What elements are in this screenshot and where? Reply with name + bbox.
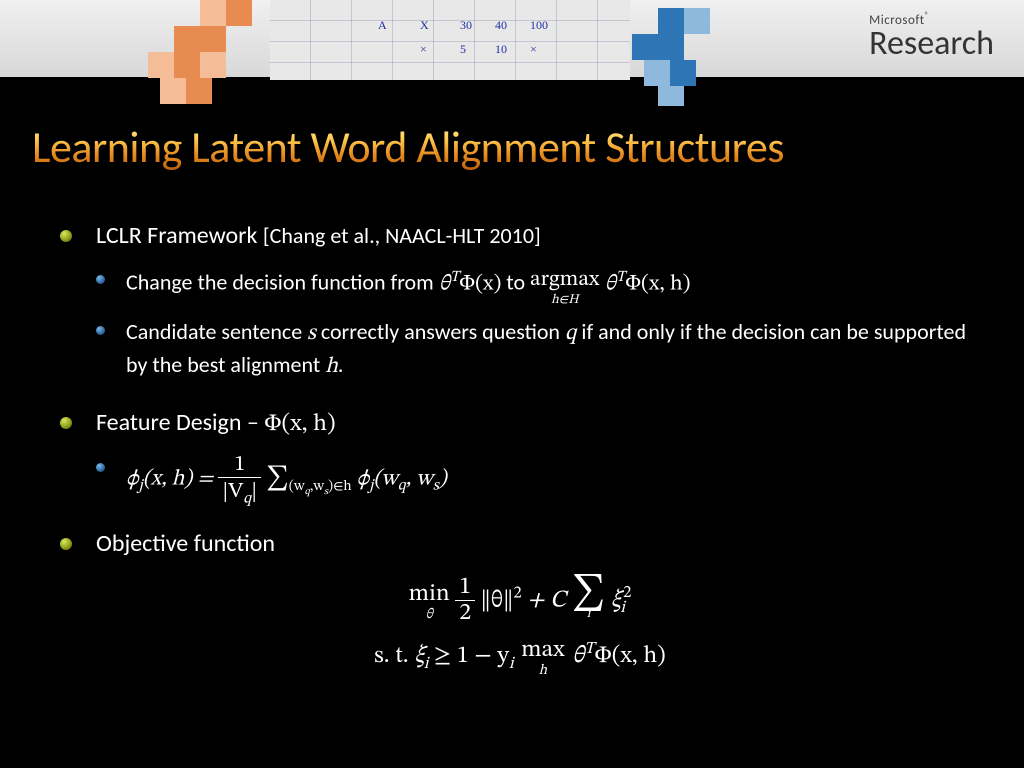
t: + C <box>527 588 572 612</box>
t: θ <box>409 608 450 622</box>
t: ) <box>439 468 447 490</box>
t: θ <box>599 274 615 296</box>
lclr-heading: LCLR Framework [Chang et al., NAACL-HLT … <box>60 220 980 252</box>
lclr-citation: [Chang et al., NAACL-HLT 2010] <box>263 222 541 249</box>
t: Candidate sentence <box>126 318 307 345</box>
slide-title: Learning Latent Word Alignment Structure… <box>32 120 784 174</box>
feature-eq: ϕj(x, h) = 1 |Vq| ∑(wq,ws)∈h ϕj(wq, ws) <box>96 454 980 504</box>
wb-cell: 10 <box>495 42 507 57</box>
t: | <box>251 481 257 503</box>
t: correctly answers question <box>316 318 565 345</box>
orange-blocks <box>140 0 280 110</box>
objective-line2: s. t. ξi ≥ 1 − yi maxh θTΦ(x, h) <box>60 634 980 679</box>
t: ∑ <box>572 579 606 608</box>
lclr-heading-text: LCLR Framework <box>96 221 257 250</box>
t: to <box>501 269 530 296</box>
t: . <box>338 351 344 378</box>
t: (w <box>289 480 305 494</box>
t: T <box>616 270 625 286</box>
t: Φ(x, h) <box>595 644 666 668</box>
t: Φ(x, h) <box>264 412 335 436</box>
ms-research-logo: Microsoft® Research <box>869 10 994 60</box>
t: h <box>521 664 564 678</box>
t: s <box>307 323 316 345</box>
t: )∈h <box>328 480 352 494</box>
feature-heading: Feature Design – Φ(x, h) <box>60 407 980 440</box>
objective-heading: Objective function <box>60 528 980 560</box>
t: q <box>565 323 576 345</box>
t: |V <box>222 481 243 503</box>
t: ϕ <box>357 468 370 490</box>
t: , w <box>406 468 433 490</box>
t: h <box>325 356 338 378</box>
t: ∑ <box>266 466 289 490</box>
t: (w <box>373 468 397 490</box>
wb-cell: 40 <box>495 18 507 33</box>
header-banner: A X 30 40 100 × 5 10 × Microsoft® Resear… <box>0 0 1024 80</box>
t: s. t. <box>374 644 414 668</box>
brand-big: Research <box>869 29 994 60</box>
wb-cell: 5 <box>460 42 466 57</box>
t: max <box>521 634 564 666</box>
t: ξ <box>611 588 620 612</box>
t: i <box>424 655 429 672</box>
t: Φ(x) <box>459 274 501 296</box>
t: i <box>620 599 625 616</box>
t: i <box>509 655 514 672</box>
t: 2 <box>455 601 475 626</box>
t: ξ <box>414 644 423 668</box>
wb-cell: 100 <box>530 18 548 33</box>
blue-blocks <box>630 8 740 108</box>
t: q <box>398 478 406 494</box>
t: ,w <box>310 480 324 494</box>
t: ϕ <box>126 468 139 490</box>
t: 2 <box>623 584 631 601</box>
t: Change the decision function from <box>126 269 439 296</box>
t: θ <box>439 274 450 296</box>
slide-body: LCLR Framework [Chang et al., NAACL-HLT … <box>60 220 980 685</box>
t: θ <box>572 644 584 668</box>
t: argmax <box>530 266 599 296</box>
lclr-sub1: Change the decision function from θTΦ(x)… <box>96 266 980 307</box>
t: min <box>409 578 450 610</box>
t: Φ(x, h) <box>625 274 690 296</box>
wb-cell: A <box>378 18 387 33</box>
t: ‖θ‖ <box>481 588 514 612</box>
t: (x, h) = <box>143 468 219 490</box>
wb-cell: × <box>530 42 537 57</box>
t: T <box>584 640 594 657</box>
t: 2 <box>513 584 521 601</box>
lclr-sub2: Candidate sentence s correctly answers q… <box>96 317 980 382</box>
whiteboard-bg: A X 30 40 100 × 5 10 × <box>270 0 630 80</box>
t: 1 <box>455 575 475 601</box>
t: Feature Design – <box>96 408 264 437</box>
t: 1 <box>218 454 261 478</box>
objective-line1: minθ 1 2 ‖θ‖2 + C ∑i ξi2 <box>60 575 980 626</box>
brand-sup: ® <box>925 11 929 21</box>
t: ≥ 1 − y <box>434 644 509 668</box>
wb-cell: × <box>420 42 427 57</box>
wb-cell: 30 <box>460 18 472 33</box>
t: T <box>450 270 459 286</box>
wb-cell: X <box>420 18 429 33</box>
t: h∈H <box>530 294 599 307</box>
